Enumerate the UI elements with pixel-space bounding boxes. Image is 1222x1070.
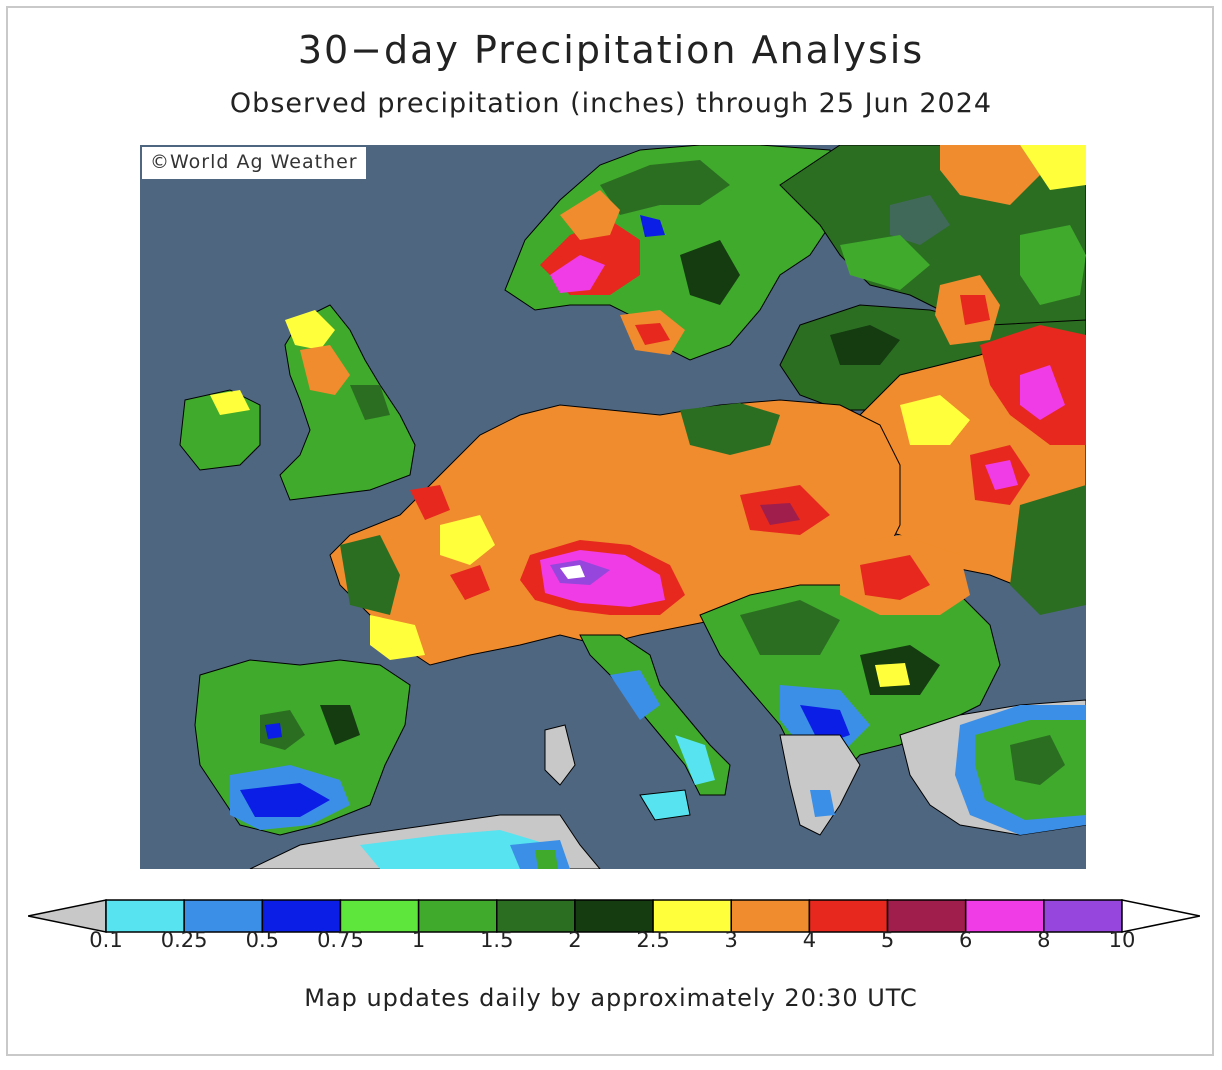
legend-bin: [496, 899, 576, 933]
legend-tick-label: 0.1: [89, 928, 123, 952]
sardinia-land: [544, 724, 576, 786]
legend-tick-label: 5: [880, 928, 895, 952]
sicily-land: [639, 789, 691, 821]
legend-bin: [183, 899, 264, 933]
greece-land: [779, 734, 861, 836]
color-legend: [27, 896, 1201, 936]
legend-bin: [652, 899, 732, 933]
legend-tick-label: 8: [1037, 928, 1051, 952]
update-note: Map updates daily by approximately 20:30…: [304, 984, 918, 1012]
legend-tick-label: 3: [724, 928, 738, 952]
legend-bin: [964, 899, 1045, 933]
legend-bin: [105, 899, 185, 933]
legend-above-arrow: [1121, 899, 1201, 933]
map-title: 30−day Precipitation Analysis: [297, 28, 925, 72]
legend-tick-label: 10: [1108, 928, 1136, 952]
map-subtitle: Observed precipitation (inches) through …: [229, 88, 993, 119]
precipitation-map: [140, 145, 1086, 869]
legend-tick-label: 1: [411, 928, 426, 952]
legend-tick-label: 0.75: [317, 928, 364, 952]
legend-bin: [339, 899, 420, 933]
legend-ticks: 0.1 0.25 0.5 0.75 1 1.5 2 2.5 3 4 5 6 8 10: [0, 928, 1222, 958]
legend-tick-label: 0.5: [245, 928, 279, 952]
legend-bin: [574, 899, 654, 933]
legend-tick-label: 2.5: [636, 928, 670, 952]
legend-tick-label: 2: [568, 928, 582, 952]
legend-bin: [1043, 899, 1123, 933]
legend-tick-label: 6: [959, 928, 973, 952]
legend-tick-label: 1.5: [480, 928, 514, 952]
legend-tick-label: 4: [802, 928, 817, 952]
copyright-label: ©World Ag Weather: [142, 147, 366, 179]
legend-tick-label: 0.25: [160, 928, 208, 952]
legend-bin: [730, 899, 811, 933]
